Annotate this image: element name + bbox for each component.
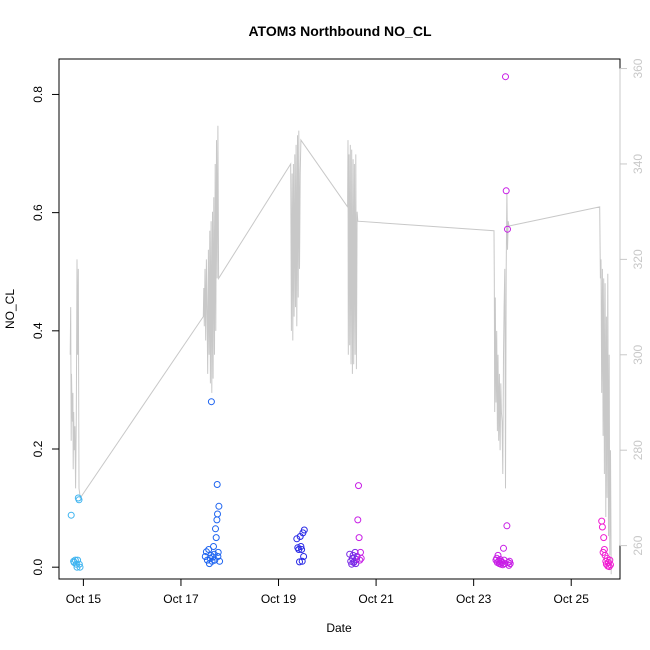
data-point xyxy=(351,548,359,556)
data-point xyxy=(214,510,221,518)
y2-tick-label: 320 xyxy=(631,249,645,269)
data-point xyxy=(207,398,215,406)
y2-tick-label: 260 xyxy=(631,535,645,555)
x-tick-label: Oct 17 xyxy=(163,592,199,606)
data-point xyxy=(500,544,507,552)
data-point xyxy=(298,546,306,553)
x-tick-label: Oct 25 xyxy=(554,592,590,606)
data-point xyxy=(503,522,511,530)
y-tick-label: 0.6 xyxy=(31,204,45,221)
data-point xyxy=(75,560,83,568)
data-point xyxy=(210,543,217,550)
x-tick-label: Oct 23 xyxy=(456,592,492,606)
secondary-y-axis: 260 280 300 320 340 360 xyxy=(619,58,645,556)
data-point xyxy=(74,556,82,564)
data-point xyxy=(296,558,303,566)
data-point xyxy=(67,511,75,519)
data-point xyxy=(214,553,222,560)
data-point xyxy=(213,481,221,488)
data-point xyxy=(502,73,509,81)
x-tick-label: Oct 15 xyxy=(66,592,102,606)
data-point xyxy=(505,561,513,569)
data-point xyxy=(300,553,308,560)
data-point xyxy=(504,225,511,233)
data-point xyxy=(357,554,365,562)
data-point xyxy=(76,563,84,571)
secondary-series-line xyxy=(69,125,612,575)
data-points xyxy=(67,73,614,571)
data-point xyxy=(352,560,360,568)
data-point xyxy=(300,526,308,534)
data-point xyxy=(600,534,608,542)
y-axis: 0.0 0.2 0.4 0.6 0.8 xyxy=(31,86,60,576)
data-point xyxy=(213,516,221,524)
data-point xyxy=(356,556,364,564)
data-point xyxy=(355,534,363,542)
data-point xyxy=(212,525,219,533)
y-axis-label: NO_CL xyxy=(3,289,17,329)
data-point xyxy=(502,187,510,195)
data-point xyxy=(354,516,362,524)
secondary-series xyxy=(69,125,612,575)
plot-frame xyxy=(58,58,621,580)
y-tick-label: 0.2 xyxy=(31,440,45,457)
x-axis: Oct 15 Oct 17 Oct 19 Oct 21 Oct 23 Oct 25 xyxy=(66,578,590,606)
data-point xyxy=(606,556,614,564)
data-point xyxy=(202,548,210,556)
data-point xyxy=(506,560,514,568)
data-point xyxy=(598,517,606,525)
x-axis-label: Date xyxy=(326,621,352,635)
x-tick-label: Oct 21 xyxy=(358,592,394,606)
y2-tick-label: 360 xyxy=(631,58,645,78)
data-point xyxy=(605,563,613,571)
x-tick-label: Oct 19 xyxy=(261,592,297,606)
data-point xyxy=(598,523,606,531)
y2-tick-label: 340 xyxy=(631,154,645,174)
y-tick-label: 0.8 xyxy=(31,86,45,103)
data-point xyxy=(75,496,83,504)
data-point xyxy=(215,502,223,510)
data-point xyxy=(216,557,224,565)
chart-title: ATOM3 Northbound NO_CL xyxy=(248,23,431,39)
data-point xyxy=(355,482,362,490)
y2-tick-label: 300 xyxy=(631,344,645,364)
data-point xyxy=(214,548,222,556)
y2-tick-label: 280 xyxy=(631,440,645,460)
y-tick-label: 0.4 xyxy=(31,322,45,339)
data-point xyxy=(212,534,220,542)
data-point xyxy=(71,556,79,564)
data-point xyxy=(297,543,305,550)
y-tick-label: 0.0 xyxy=(31,559,45,576)
data-point xyxy=(607,561,614,569)
data-point xyxy=(298,557,306,565)
data-point xyxy=(352,556,360,563)
